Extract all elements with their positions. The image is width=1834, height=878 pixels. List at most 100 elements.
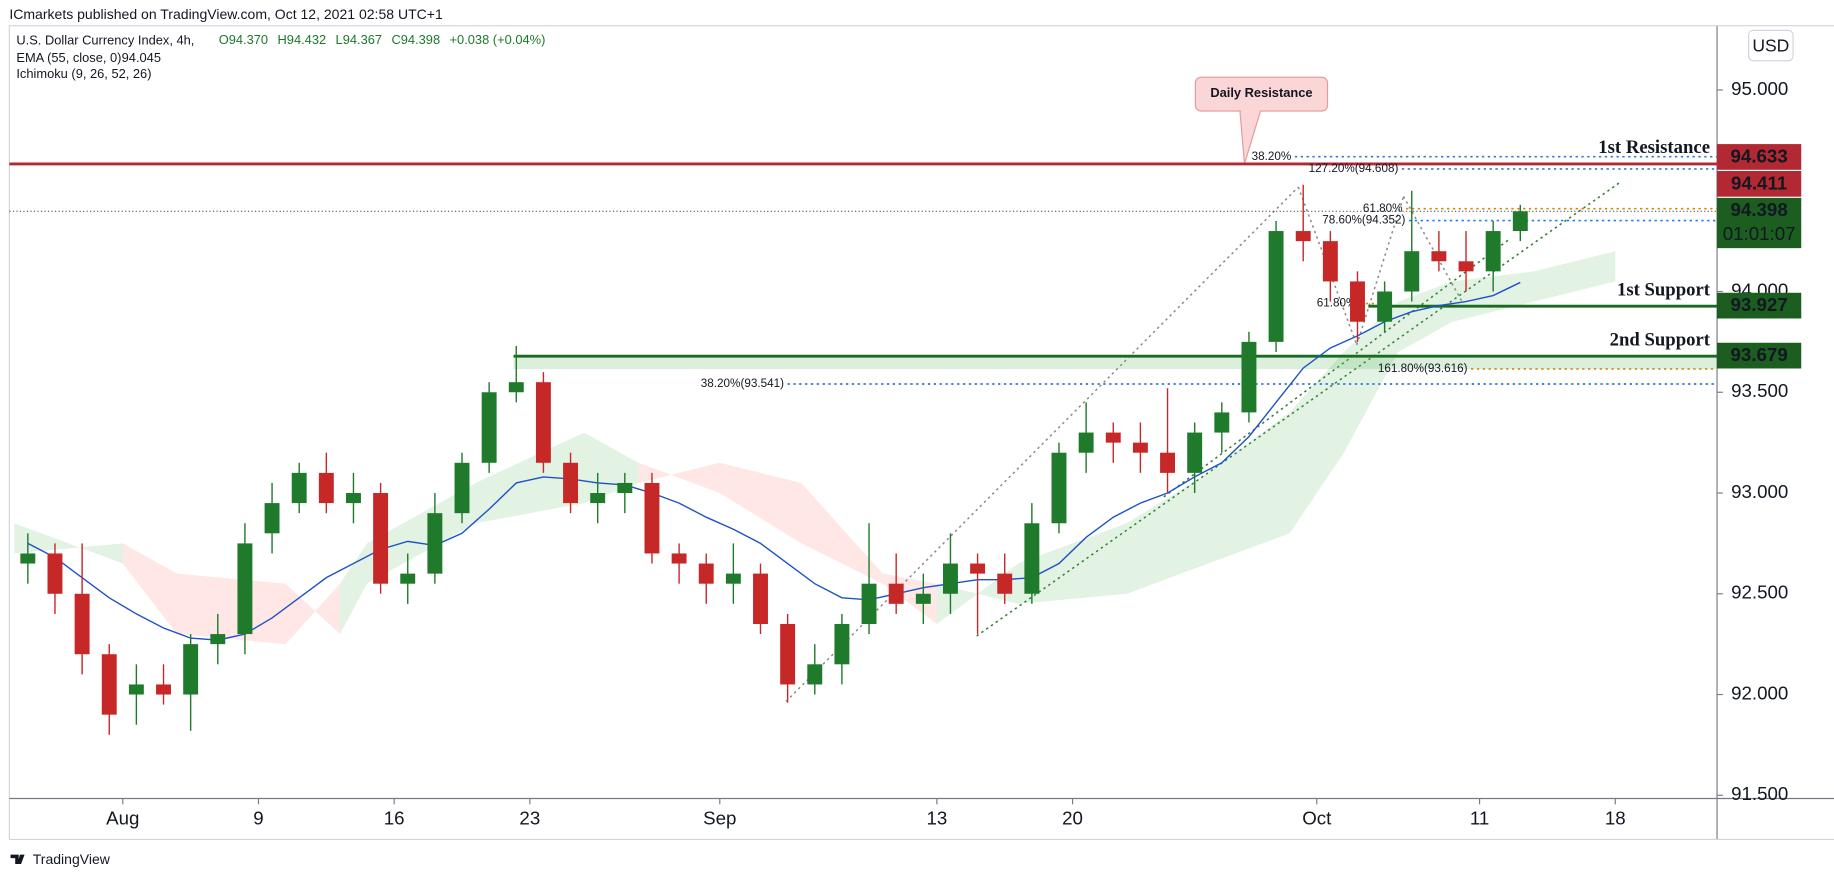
ichimoku-cloud (14, 523, 123, 564)
candle-body (942, 563, 958, 594)
ema-line (27, 281, 1521, 641)
fib-leg (1402, 196, 1463, 302)
x-tick-label: Sep (703, 807, 736, 828)
price-label-box (1717, 292, 1802, 319)
countdown: 01:01:07 (1723, 223, 1796, 244)
ichimoku-cloud (1289, 351, 1344, 534)
fib-label: 161.80%(93.616) (1378, 362, 1468, 375)
candle-body (508, 382, 524, 393)
callout-text: Daily Resistance (1210, 85, 1312, 100)
candle-body (481, 392, 497, 463)
x-tick-label: 16 (384, 807, 405, 828)
ichimoku-cloud (1018, 523, 1127, 604)
fib-label: 127.20%(94.608) (1309, 162, 1399, 175)
brand: TradingView (10, 851, 111, 867)
ichimoku-cloud (367, 482, 476, 584)
candle-body (671, 553, 687, 564)
candle-body (1404, 251, 1420, 292)
price-label: 94.411 (1731, 172, 1787, 193)
candle-body (1458, 261, 1474, 272)
ichimoku-cloud (719, 462, 802, 544)
candle-body (698, 563, 714, 584)
ema-legend-value: 94.045 (122, 50, 161, 65)
candle-body (997, 573, 1013, 594)
candle-body (617, 482, 633, 494)
candle-body (1105, 432, 1121, 443)
candle-body (563, 462, 579, 504)
candle-body (590, 493, 606, 504)
candle-body (20, 553, 36, 564)
brand-name: TradingView (33, 851, 111, 867)
ohlc-open: O94.370 (219, 32, 268, 47)
level-label: 1st Resistance (1598, 137, 1710, 158)
symbol-title: U.S. Dollar Currency Index, 4h, (16, 32, 194, 47)
candle-body (237, 543, 253, 635)
candle-body (1024, 523, 1040, 594)
candle-body (454, 462, 470, 514)
publisher: ICmarkets published on TradingView.com, … (9, 6, 443, 22)
price-label: 94.398 (1731, 199, 1788, 220)
currency-button[interactable] (1748, 29, 1794, 62)
ichimoku-legend: Ichimoku (9, 26, 52, 26) (16, 66, 151, 81)
y-tick-label: 92.500 (1731, 582, 1788, 603)
callout-joint (1240, 107, 1260, 113)
callout-box (1194, 76, 1329, 112)
trendline (1163, 239, 1510, 498)
ichimoku-cloud (122, 543, 178, 635)
level-label: 1st Support (1617, 279, 1711, 300)
candle-body (400, 573, 416, 584)
candle-body (183, 644, 199, 695)
candle-body (1431, 251, 1447, 262)
fib-leg (1356, 196, 1405, 346)
ichimoku-cloud (1452, 271, 1534, 322)
candle-body (1214, 412, 1230, 433)
x-tick-label: 13 (926, 807, 947, 828)
ohlc-legend: O94.370 H94.432 L94.367 C94.398 +0.038 (… (219, 32, 546, 47)
ohlc-close: C94.398 (391, 32, 440, 47)
candle-body (834, 623, 850, 665)
ichimoku-cloud (1533, 251, 1616, 302)
ichimoku-cloud (638, 462, 720, 494)
candle-body (861, 583, 877, 624)
ichimoku-cloud (1208, 412, 1290, 564)
x-tick-label: Oct (1302, 807, 1332, 828)
candle-body (128, 684, 144, 695)
candle-body (1241, 341, 1257, 413)
candle-body (535, 382, 551, 463)
brand-logo (10, 854, 25, 864)
candle-body (644, 482, 660, 554)
candle-body (373, 493, 389, 584)
candle-body (753, 573, 768, 624)
fib-label: 78.60%(94.352) (1322, 214, 1405, 227)
fib-label: 61.80% (1317, 297, 1357, 310)
candle-body (210, 634, 226, 645)
x-tick-label: Aug (106, 807, 139, 828)
price-label: 93.927 (1731, 294, 1788, 315)
y-tick-label: 95.000 (1731, 78, 1788, 99)
trend-channel (785, 186, 1299, 703)
trendline (976, 181, 1621, 637)
candle-body (427, 513, 443, 574)
level-label: 2nd Support (1610, 329, 1711, 350)
price-label-box (1717, 144, 1802, 170)
candle-body (1268, 231, 1284, 342)
candle-body (888, 583, 904, 604)
y-tick-label: 91.500 (1731, 783, 1788, 804)
candle-body (318, 472, 334, 504)
candle-body (74, 593, 90, 655)
ichimoku-cloud (475, 432, 585, 524)
candle-body (1377, 291, 1393, 322)
support-zone (513, 356, 1718, 370)
price-label-box (1717, 197, 1802, 249)
ichimoku-cloud (339, 543, 368, 635)
candle-body (1051, 452, 1067, 524)
ichimoku-cloud (1343, 301, 1399, 453)
candle-body (1485, 231, 1501, 272)
ichimoku-cloud (801, 482, 883, 584)
ichimoku-cloud (1126, 472, 1209, 594)
x-tick-label: 18 (1605, 807, 1626, 828)
currency[interactable]: USD (1752, 35, 1789, 55)
fib-label: 38.20%(93.541) (701, 377, 784, 390)
y-tick-label: 93.000 (1731, 481, 1788, 502)
